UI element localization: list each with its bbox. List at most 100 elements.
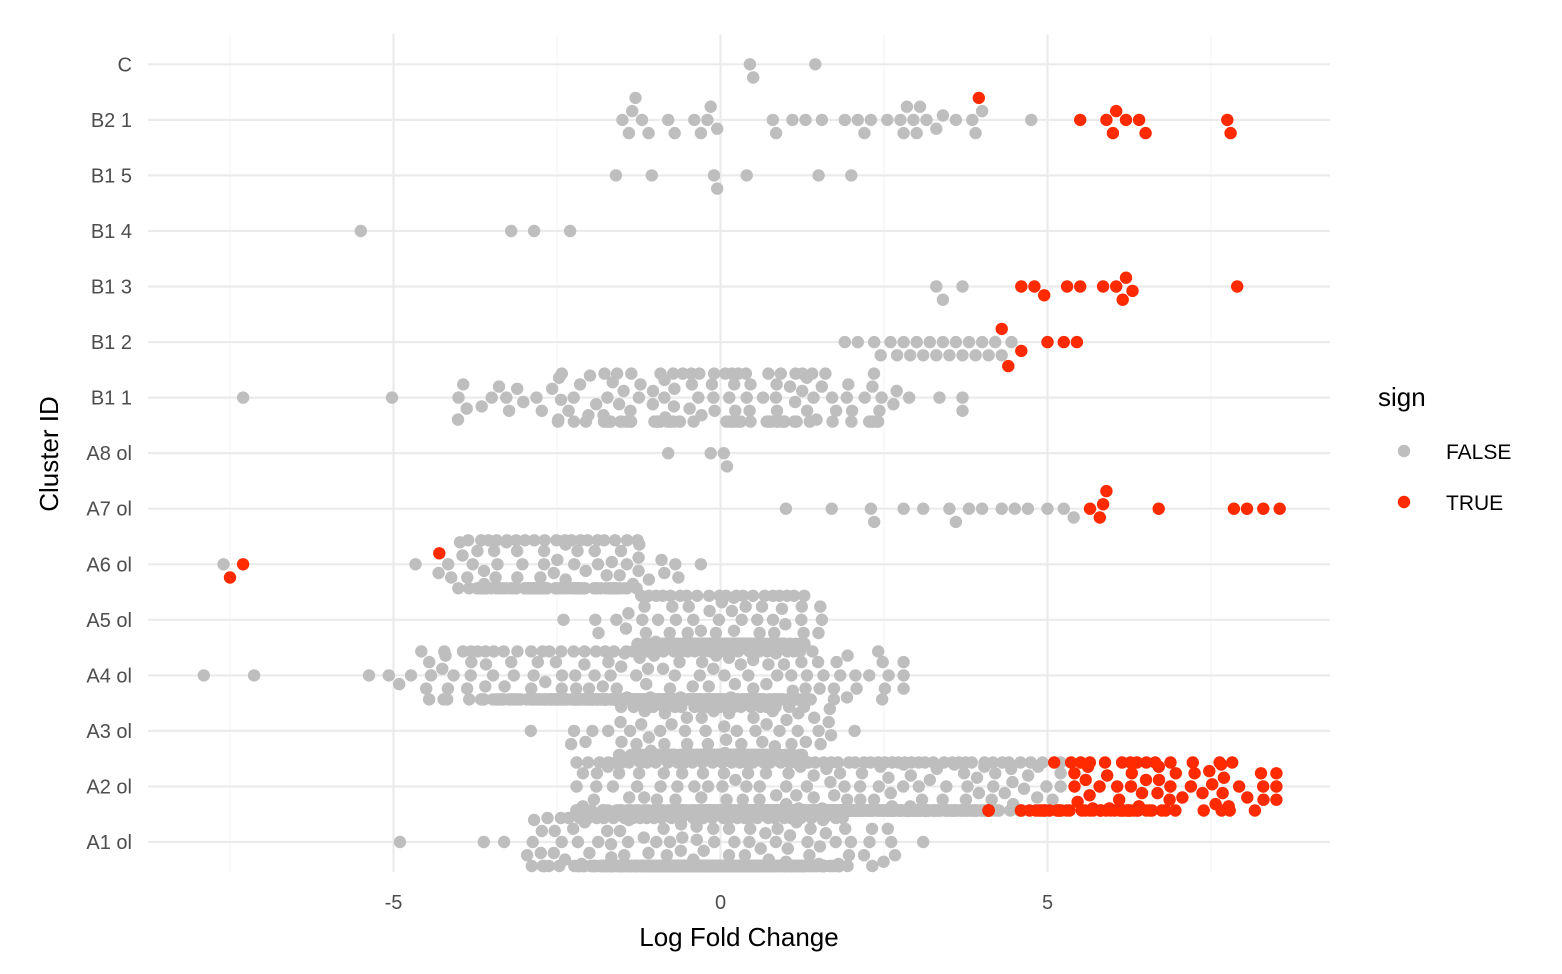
point-not-significant bbox=[881, 113, 894, 127]
point-significant bbox=[1113, 793, 1126, 806]
point-not-significant bbox=[825, 502, 838, 515]
point-not-significant bbox=[596, 680, 609, 693]
point-not-significant bbox=[906, 804, 920, 817]
point-not-significant bbox=[779, 859, 792, 873]
point-not-significant bbox=[497, 835, 511, 849]
point-significant bbox=[1226, 756, 1239, 769]
point-significant bbox=[223, 571, 237, 584]
point-not-significant bbox=[861, 804, 875, 817]
point-not-significant bbox=[797, 626, 810, 640]
point-not-significant bbox=[694, 700, 708, 714]
point-not-significant bbox=[557, 613, 570, 626]
point-not-significant bbox=[729, 773, 742, 787]
point-not-significant bbox=[620, 645, 633, 658]
point-not-significant bbox=[634, 378, 647, 391]
point-not-significant bbox=[627, 700, 640, 714]
point-not-significant bbox=[688, 645, 701, 658]
point-not-significant bbox=[946, 804, 960, 817]
point-not-significant bbox=[720, 700, 733, 714]
legend-title: sign bbox=[1378, 382, 1426, 412]
point-not-significant bbox=[452, 391, 465, 404]
point-not-significant bbox=[799, 735, 812, 749]
point-not-significant bbox=[719, 589, 733, 602]
point-not-significant bbox=[671, 780, 684, 793]
point-not-significant bbox=[728, 378, 741, 391]
point-not-significant bbox=[571, 835, 585, 849]
point-not-significant bbox=[655, 553, 668, 567]
point-significant bbox=[982, 804, 995, 817]
point-not-significant bbox=[632, 551, 645, 564]
point-not-significant bbox=[393, 677, 406, 691]
point-not-significant bbox=[630, 859, 643, 873]
y-tick-label: A4 ol bbox=[86, 665, 132, 687]
point-not-significant bbox=[639, 626, 653, 640]
point-not-significant bbox=[829, 835, 842, 849]
point-significant bbox=[1224, 126, 1237, 140]
point-significant bbox=[1125, 767, 1139, 780]
point-not-significant bbox=[841, 649, 854, 662]
point-not-significant bbox=[823, 702, 836, 716]
point-not-significant bbox=[920, 804, 933, 817]
y-tick-label: B1 3 bbox=[91, 277, 132, 299]
point-not-significant bbox=[674, 844, 687, 857]
point-not-significant bbox=[756, 735, 769, 749]
point-not-significant bbox=[675, 645, 688, 658]
point-not-significant bbox=[676, 367, 689, 380]
point-not-significant bbox=[609, 756, 622, 769]
point-not-significant bbox=[789, 367, 802, 380]
y-tick-label: C bbox=[118, 54, 132, 76]
point-not-significant bbox=[584, 693, 597, 706]
point-not-significant bbox=[962, 335, 976, 349]
point-significant bbox=[1186, 756, 1200, 769]
point-not-significant bbox=[746, 589, 760, 602]
point-not-significant bbox=[562, 404, 575, 417]
point-not-significant bbox=[632, 391, 646, 404]
point-not-significant bbox=[864, 502, 878, 515]
point-significant bbox=[1164, 756, 1177, 769]
point-not-significant bbox=[728, 835, 741, 849]
y-tick-label: A6 ol bbox=[86, 554, 132, 576]
point-not-significant bbox=[865, 822, 879, 835]
point-not-significant bbox=[719, 367, 732, 380]
point-not-significant bbox=[722, 645, 735, 658]
point-not-significant bbox=[491, 558, 504, 571]
point-not-significant bbox=[878, 682, 892, 695]
point-not-significant bbox=[864, 756, 877, 769]
point-not-significant bbox=[863, 669, 876, 682]
point-not-significant bbox=[841, 793, 854, 806]
point-not-significant bbox=[702, 589, 716, 602]
point-not-significant bbox=[464, 645, 478, 658]
point-not-significant bbox=[875, 391, 888, 404]
point-not-significant bbox=[654, 724, 667, 738]
point-not-significant bbox=[583, 369, 597, 382]
point-significant bbox=[1203, 764, 1216, 778]
point-significant bbox=[1078, 804, 1092, 817]
point-not-significant bbox=[236, 391, 250, 404]
point-not-significant bbox=[833, 859, 846, 873]
point-not-significant bbox=[466, 558, 479, 571]
point-significant bbox=[1100, 484, 1113, 498]
point-not-significant bbox=[680, 711, 694, 724]
point-not-significant bbox=[505, 655, 518, 669]
point-not-significant bbox=[1014, 756, 1027, 769]
point-not-significant bbox=[842, 378, 855, 391]
point-not-significant bbox=[641, 662, 655, 675]
point-not-significant bbox=[780, 713, 793, 727]
point-significant bbox=[972, 91, 985, 105]
point-not-significant bbox=[725, 604, 739, 618]
point-not-significant bbox=[424, 669, 438, 682]
point-not-significant bbox=[790, 789, 803, 802]
point-not-significant bbox=[769, 391, 783, 404]
point-not-significant bbox=[717, 811, 730, 825]
point-not-significant bbox=[550, 534, 563, 547]
point-not-significant bbox=[975, 502, 989, 515]
point-not-significant bbox=[570, 756, 583, 769]
point-not-significant bbox=[630, 737, 643, 751]
point-not-significant bbox=[788, 415, 801, 428]
point-not-significant bbox=[838, 335, 851, 349]
point-not-significant bbox=[537, 558, 551, 571]
point-significant bbox=[1270, 780, 1283, 793]
point-not-significant bbox=[675, 700, 688, 714]
point-not-significant bbox=[897, 669, 910, 682]
point-not-significant bbox=[917, 502, 930, 515]
